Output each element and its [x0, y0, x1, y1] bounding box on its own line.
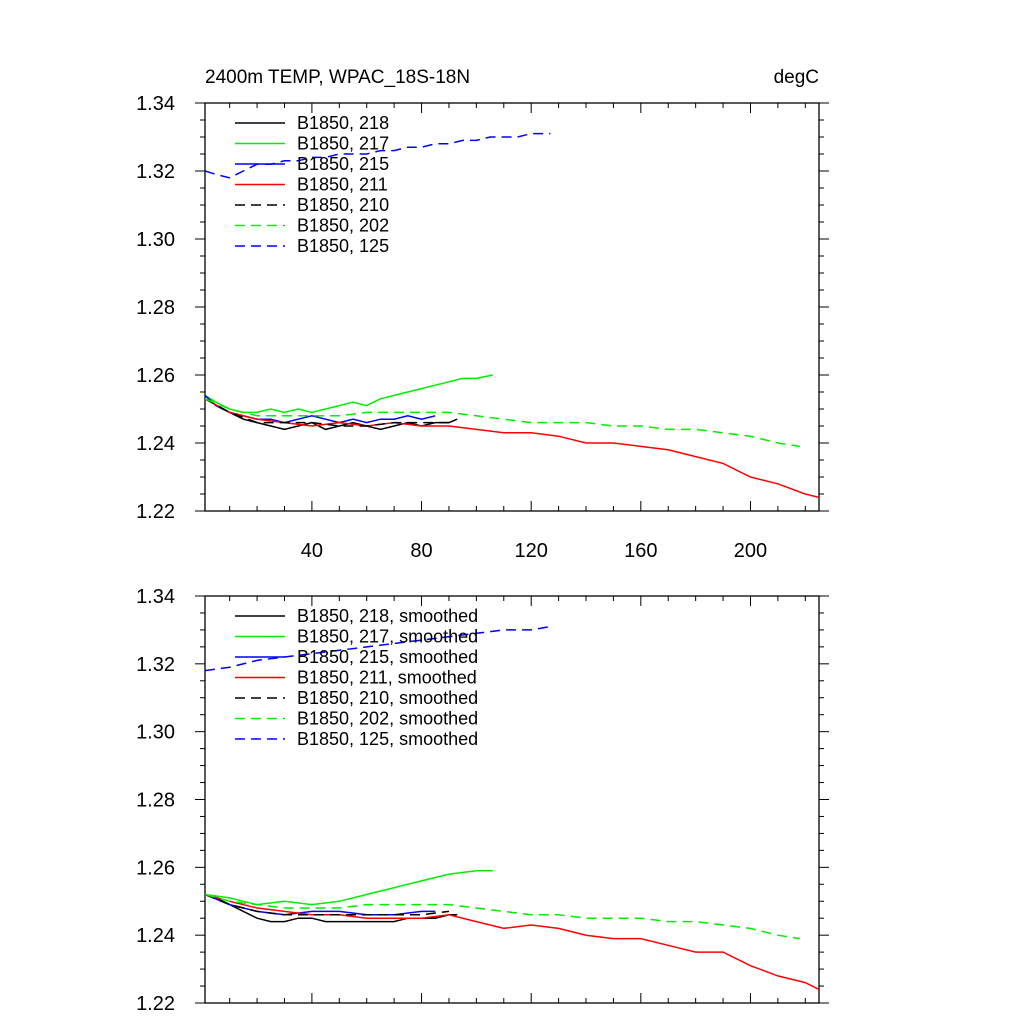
series-line-1: [205, 869, 493, 906]
y-tick-label: 1.34: [136, 93, 175, 115]
series-line-3: [205, 893, 819, 991]
x-tick-label: 40: [301, 540, 323, 562]
legend-label: B1850, 217, smoothed: [297, 627, 478, 647]
top-panel: 40 80 120 160 200 1.22 1.24 1.26 1.28 1.30 1.32 1.3…: [136, 67, 829, 562]
legend-label: B1850, 202: [297, 216, 389, 236]
legend-label: B1850, 211: [297, 175, 388, 195]
legend-label: B1850, 125, smoothed: [297, 729, 478, 749]
x-tick-label: 160: [624, 540, 657, 562]
legend-label: B1850, 210: [297, 195, 389, 215]
series-line-3: [205, 398, 819, 499]
y-tick-label: 1.24: [136, 925, 175, 947]
series-line-4: [205, 398, 449, 427]
x-tick-label: 80: [410, 540, 432, 562]
y-tick-label: 1.24: [136, 433, 175, 455]
series-line-1: [205, 374, 493, 414]
y-tick-label: 1.30: [136, 722, 175, 744]
y-tick-label: 1.28: [136, 297, 175, 319]
units-label: degC: [774, 67, 819, 88]
series-line-4: [205, 893, 450, 916]
y-tick-label: 1.34: [136, 586, 175, 608]
legend-label: B1850, 218, smoothed: [297, 606, 478, 626]
legend-label: B1850, 218: [297, 113, 389, 133]
y-tick-label: 1.22: [136, 993, 175, 1015]
y-tick-label: 1.28: [136, 790, 175, 812]
bottom-panel: 1.22 1.24 1.26 1.28 1.30 1.32 1.34 B1850, 218, …: [136, 586, 829, 1015]
y-tick-label: 1.32: [136, 161, 175, 183]
chart-title: 2400m TEMP, WPAC_18S-18N: [205, 67, 470, 88]
legend-label: B1850, 125: [297, 236, 389, 256]
y-tick-label: 1.26: [136, 365, 175, 387]
y-tick-label: 1.22: [136, 501, 175, 523]
legend-label: B1850, 211, smoothed: [297, 668, 477, 688]
legend-label: B1850, 217: [297, 134, 389, 154]
x-tick-label: 120: [515, 540, 548, 562]
series-line-5: [205, 893, 800, 940]
series-line-5: [205, 398, 800, 448]
legend-label: B1850, 202, smoothed: [297, 709, 478, 729]
series-line-6: [205, 132, 551, 179]
y-tick-label: 1.26: [136, 857, 175, 879]
y-tick-label: 1.30: [136, 229, 175, 251]
legend-label: B1850, 215, smoothed: [297, 647, 478, 667]
series-line-2: [205, 394, 436, 424]
legend-label: B1850, 215: [297, 154, 389, 174]
legend-label: B1850, 210, smoothed: [297, 688, 478, 708]
series-line-6: [205, 625, 551, 672]
x-tick-label: 200: [734, 540, 767, 562]
y-tick-label: 1.32: [136, 654, 175, 676]
